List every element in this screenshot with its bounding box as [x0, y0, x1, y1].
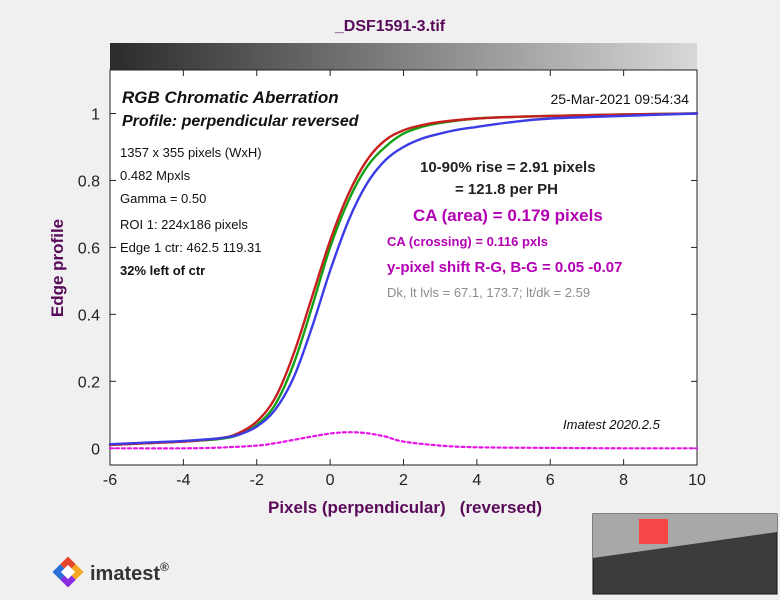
y-pixel-shift: y-pixel shift R-G, B-G = 0.05 -0.07 — [387, 259, 623, 276]
chart-timestamp: 25-Mar-2021 09:54:34 — [550, 91, 689, 107]
x-tick-label: 0 — [326, 472, 335, 489]
series-lines — [108, 112, 699, 450]
x-tick-label: 2 — [399, 472, 408, 489]
chart-title: RGB Chromatic Aberration — [122, 88, 339, 107]
ca-area: CA (area) = 0.179 pixels — [413, 206, 603, 225]
x-tick-label: 8 — [619, 472, 628, 489]
y-axis: 0 0.2 0.4 0.6 0.8 1 — [78, 107, 697, 458]
plot-area — [109, 69, 698, 466]
info-gamma: Gamma = 0.50 — [120, 191, 206, 206]
rise-line-2: = 121.8 per PH — [455, 181, 558, 198]
y-tick-label: 0.2 — [78, 374, 100, 391]
roi-thumbnail — [592, 513, 778, 595]
imatest-logo: imatest® — [52, 556, 169, 588]
x-tick-label: 6 — [546, 472, 555, 489]
y-axis-label: Edge profile — [48, 219, 67, 317]
edge-ramp-bar — [110, 43, 697, 70]
chart-subtitle: Profile: perpendicular reversed — [122, 113, 360, 130]
x-axis-label: Pixels (perpendicular) (reversed) — [268, 498, 542, 517]
y-tick-label: 0.8 — [78, 173, 100, 190]
info-edge-center: Edge 1 ctr: 462.5 119.31 — [120, 240, 261, 255]
x-axis: -6 -4 -2 0 2 4 6 8 10 — [103, 70, 706, 489]
y-tick-label: 0.6 — [78, 240, 100, 257]
y-tick-label: 0.4 — [78, 307, 100, 324]
ca-crossing: CA (crossing) = 0.116 pxls — [387, 234, 548, 249]
x-tick-label: -4 — [176, 472, 190, 489]
logo-wordmark: imatest® — [90, 560, 169, 585]
x-tick-label: -2 — [250, 472, 264, 489]
info-position: 32% left of ctr — [120, 263, 205, 278]
roi-marker — [639, 519, 668, 544]
version-label: Imatest 2020.2.5 — [563, 417, 661, 432]
rise-line-1: 10-90% rise = 2.91 pixels — [420, 159, 596, 176]
x-tick-label: 4 — [472, 472, 481, 489]
y-tick-label: 0 — [91, 441, 100, 458]
logo-mark-icon — [52, 556, 84, 588]
info-roi: ROI 1: 224x186 pixels — [120, 217, 248, 232]
info-dimensions: 1357 x 355 pixels (WxH) — [120, 145, 262, 160]
x-tick-label: -6 — [103, 472, 117, 489]
x-tick-label: 10 — [688, 472, 706, 489]
window-title: _DSF1591-3.tif — [334, 18, 446, 35]
info-megapixels: 0.482 Mpxls — [120, 168, 191, 183]
y-tick-label: 1 — [91, 107, 100, 124]
series-line-difference — [108, 431, 699, 450]
levels-info: Dk, lt lvls = 67.1, 173.7; lt/dk = 2.59 — [387, 285, 590, 300]
series-line-blue — [108, 112, 699, 446]
